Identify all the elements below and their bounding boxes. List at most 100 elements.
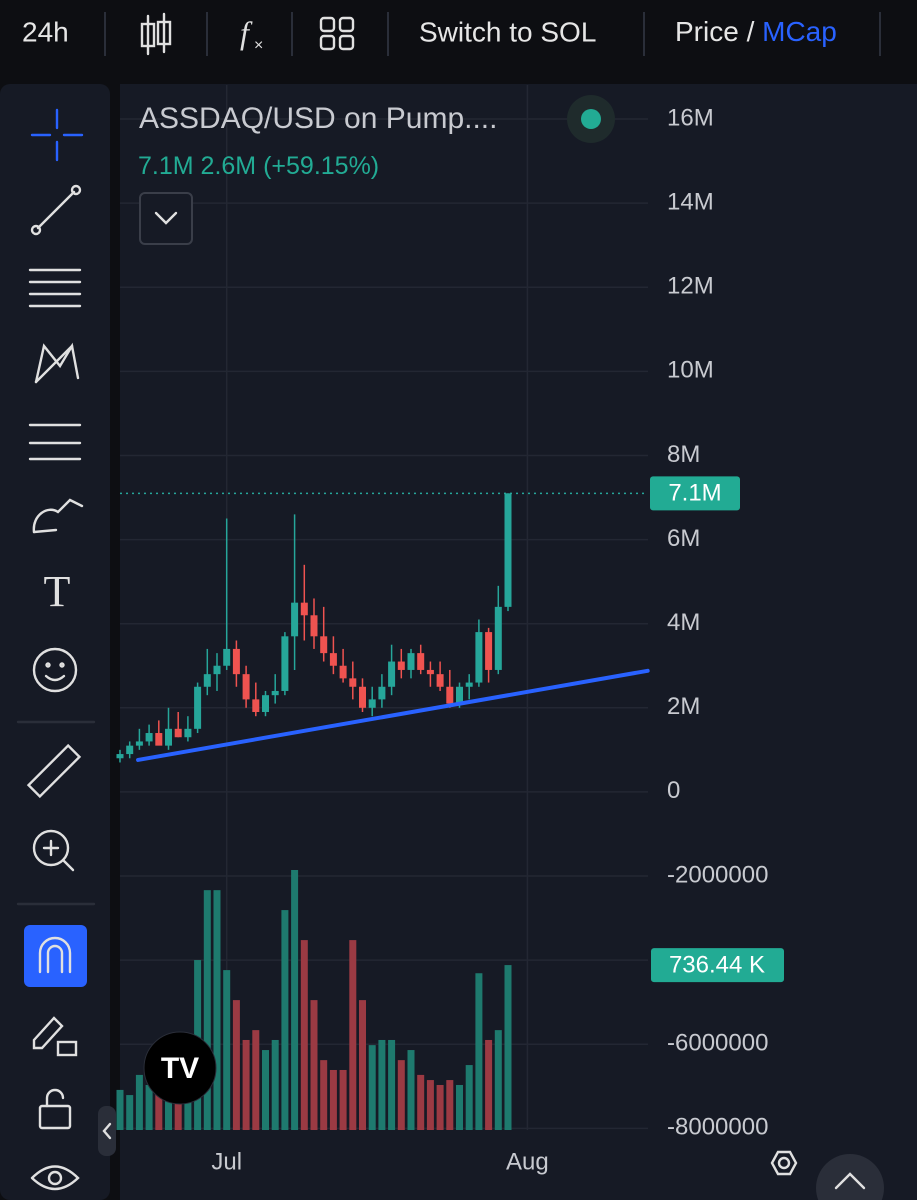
y-tick-label: 4M xyxy=(667,609,700,636)
x-tick-label: Jul xyxy=(211,1148,242,1175)
candle-body xyxy=(174,728,182,738)
price-toggle[interactable]: Price / MCap xyxy=(675,16,837,47)
candle-body xyxy=(368,699,376,708)
separator: / xyxy=(747,16,755,47)
logo-mark: TV xyxy=(161,1052,199,1085)
candle-body xyxy=(213,665,221,675)
settings-icon[interactable] xyxy=(770,1150,798,1176)
candle-body xyxy=(504,493,512,607)
volume-bar xyxy=(456,1084,463,1130)
tradingview-logo[interactable]: TV xyxy=(143,1031,217,1105)
pattern-tool[interactable] xyxy=(34,342,80,384)
y-tick-label: 0 xyxy=(667,777,680,804)
visibility-tool[interactable] xyxy=(30,1165,80,1191)
y-tick-label: 10M xyxy=(667,357,714,384)
x-tick-label: Aug xyxy=(506,1148,549,1175)
volume-bar xyxy=(271,1039,279,1130)
price-badge-label: 7.1M xyxy=(668,480,721,507)
volume-bar xyxy=(368,1045,376,1130)
trend-line-tool[interactable] xyxy=(30,184,82,236)
volume-badge-label: 736.44 K xyxy=(669,951,765,978)
candle-body xyxy=(397,661,405,670)
price-label[interactable]: Price xyxy=(675,16,739,47)
volume-bar xyxy=(232,1000,240,1130)
candle-body xyxy=(436,674,444,687)
lock-drawing-tool[interactable] xyxy=(32,1016,78,1057)
scroll-up-button[interactable] xyxy=(816,1154,884,1200)
crosshair-tool[interactable] xyxy=(30,108,84,162)
candle-body xyxy=(291,602,299,637)
legend-values: 7.1M 2.6M (+59.15%) xyxy=(138,152,379,180)
volume-bar xyxy=(145,1084,153,1130)
candle-body xyxy=(388,661,396,687)
price-badge xyxy=(650,476,740,511)
candle-body xyxy=(135,741,143,746)
candle-body xyxy=(310,615,318,637)
collapse-handle[interactable] xyxy=(98,1106,116,1156)
y-tick-label: 8M xyxy=(667,441,700,468)
candle-body xyxy=(203,674,211,687)
volume-bar xyxy=(135,1074,143,1130)
magnet-tool[interactable] xyxy=(24,925,87,987)
volume-bar xyxy=(223,970,231,1130)
candle-body xyxy=(446,686,454,704)
legend-change-pct: (+59.15%) xyxy=(263,152,379,180)
volume-bar xyxy=(310,1000,318,1130)
text-tool[interactable]: T xyxy=(44,567,71,616)
brush-tool[interactable] xyxy=(32,498,84,534)
volume-bar xyxy=(378,1039,386,1130)
chart-legend: ASSDAQ/USD on Pump.... 7.1M 2.6M (+59.15… xyxy=(138,95,615,245)
candle-body xyxy=(262,695,269,712)
candle-body xyxy=(465,682,473,687)
volume-bar xyxy=(281,910,289,1130)
volume-bar xyxy=(417,1074,425,1130)
candle-body xyxy=(485,632,493,670)
candle-body xyxy=(232,648,240,675)
volume-bar xyxy=(388,1039,396,1130)
layout-icon[interactable] xyxy=(319,16,355,51)
switch-button[interactable]: Switch to SOL xyxy=(419,16,596,47)
y-tick-label: 16M xyxy=(667,104,714,131)
mcap-label[interactable]: MCap xyxy=(762,16,837,47)
legend-value: 7.1M xyxy=(138,152,194,180)
y-tick-label: 14M xyxy=(667,189,714,216)
chart-title: ASSDAQ/USD on Pump.... xyxy=(139,102,497,135)
candle-body xyxy=(194,686,202,729)
volume-bar xyxy=(407,1050,415,1130)
volume-bar xyxy=(291,870,299,1130)
candle-body xyxy=(145,733,153,742)
candle-body xyxy=(116,754,124,759)
emoji-tool[interactable] xyxy=(32,647,78,693)
y-tick-label: 12M xyxy=(667,273,714,300)
candle-body xyxy=(281,636,289,691)
candle-body xyxy=(329,653,337,666)
unlock-tool[interactable] xyxy=(38,1088,72,1130)
candle-body xyxy=(252,699,260,712)
fib-tool[interactable] xyxy=(28,268,82,308)
y-tick-label: 2M xyxy=(667,693,700,720)
indicators-icon-x: × xyxy=(254,37,263,54)
candles-icon[interactable] xyxy=(140,12,172,56)
zoom-tool[interactable] xyxy=(32,829,75,872)
volume-bar xyxy=(339,1069,347,1130)
candle-body xyxy=(349,678,357,687)
projection-tool[interactable] xyxy=(28,423,82,461)
candle-body xyxy=(407,653,415,670)
y-tick-label: -8000000 xyxy=(667,1114,768,1141)
interval-button[interactable]: 24h xyxy=(22,16,69,47)
y-tick-label: 6M xyxy=(667,525,700,552)
ruler-tool[interactable] xyxy=(26,743,82,799)
volume-bar xyxy=(329,1069,337,1130)
candle-body xyxy=(339,665,347,679)
volume-bar xyxy=(504,965,512,1130)
volume-bar xyxy=(165,1080,172,1130)
legend-toggle[interactable] xyxy=(139,192,193,245)
volume-bar xyxy=(485,1039,493,1130)
candle-body xyxy=(165,728,172,746)
legend-change: 2.6M xyxy=(201,152,257,180)
volume-bar xyxy=(213,890,221,1130)
candle-body xyxy=(242,674,250,700)
volume-bar xyxy=(426,1080,434,1130)
candle-body xyxy=(426,669,434,675)
